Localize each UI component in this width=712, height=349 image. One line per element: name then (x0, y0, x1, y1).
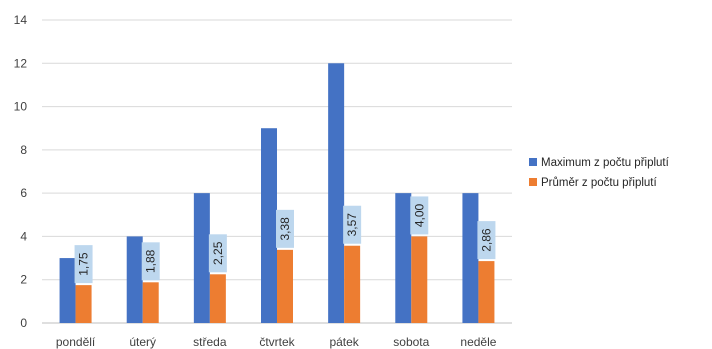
x-category-label: úterý (129, 335, 156, 349)
legend: Maximum z počtu připlutí Průměr z počtu p… (529, 157, 670, 189)
data-label-box (74, 245, 93, 284)
bar-prumer (411, 236, 428, 323)
x-category-label: středa (193, 335, 227, 349)
bar-maximum (395, 193, 412, 323)
bar-maximum (59, 258, 76, 323)
x-axis-categories: pondělí úterý středa čtvrtek pátek sobota nedě… (56, 335, 497, 349)
x-category-label: sobota (393, 335, 429, 349)
y-axis-ticks: 0 2 4 6 8 10 12 14 (14, 13, 28, 330)
bars (59, 63, 495, 324)
bar-maximum (261, 128, 277, 323)
data-label-box (477, 221, 496, 260)
y-tick-label: 8 (20, 143, 27, 157)
bar-maximum (193, 193, 210, 323)
y-tick-label: 2 (20, 273, 27, 287)
y-tick-label: 4 (20, 229, 27, 243)
x-category-label: neděle (460, 335, 496, 349)
bar-maximum (328, 63, 345, 324)
y-tick-label: 12 (14, 56, 28, 70)
data-label-box (141, 242, 160, 281)
y-tick-label: 0 (20, 316, 27, 330)
bar-prumer (344, 245, 361, 323)
bar-prumer (277, 249, 293, 323)
data-label-box (276, 209, 294, 248)
bar-prumer (478, 261, 495, 323)
legend-swatch (529, 158, 537, 166)
data-label: 1,88 (144, 249, 158, 273)
legend-swatch (529, 178, 537, 186)
bar-maximum (126, 236, 143, 323)
data-label: 2,86 (479, 228, 493, 252)
bar-prumer (142, 282, 159, 323)
data-label-box (343, 205, 362, 244)
legend-label: Maximum z počtu připlutí (541, 157, 670, 169)
x-category-label: čtvrtek (259, 335, 295, 349)
data-label: 2,25 (211, 241, 225, 265)
data-label-box (208, 234, 227, 273)
bar-prumer (75, 285, 92, 323)
data-label-box (410, 196, 429, 235)
bar-maximum (462, 193, 479, 323)
y-tick-label: 6 (20, 186, 27, 200)
data-label: 4,00 (412, 203, 426, 227)
data-label: 1,75 (77, 252, 91, 276)
bar-prumer (209, 274, 226, 323)
x-category-label: pondělí (56, 335, 96, 349)
y-tick-label: 10 (14, 100, 28, 114)
x-category-label: pátek (329, 335, 359, 349)
data-label: 3,38 (278, 217, 292, 241)
data-labels: 1,75 1,88 2,25 3,38 3,57 4,00 2,86 (74, 196, 496, 284)
data-label: 3,57 (345, 213, 359, 237)
legend-label: Průměr z počtu připlutí (541, 177, 657, 189)
y-tick-label: 14 (14, 13, 28, 27)
